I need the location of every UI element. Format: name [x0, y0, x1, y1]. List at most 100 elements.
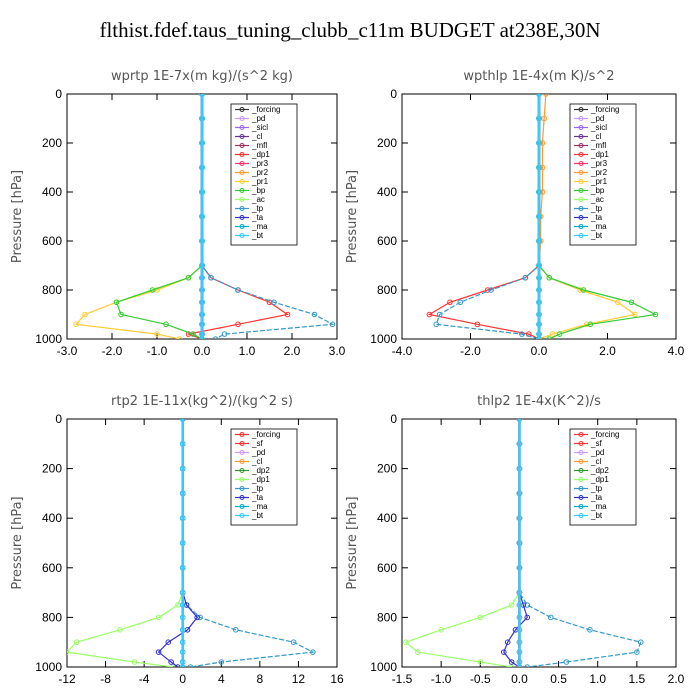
data-point-_tp [436, 311, 443, 318]
legend-label: _ma [251, 222, 268, 231]
data-point-_bt [179, 639, 186, 646]
data-point-_ta [512, 627, 519, 633]
data-point-_bt [199, 299, 205, 306]
data-point-_bt [536, 115, 542, 122]
y-axis-label: Pressure [hPa] [345, 170, 360, 263]
data-point-_dp1 [477, 659, 484, 665]
main-title: flthist.fdef.taus_tuning_clubb_c11m BUDG… [99, 18, 601, 42]
legend-label: _forcing [590, 105, 619, 114]
legend-marker [578, 188, 584, 193]
data-point-_bt [516, 540, 523, 546]
data-point-_ta [175, 664, 181, 667]
data-point-_tp [563, 659, 570, 665]
data-point-_bt [179, 614, 186, 621]
legend-label: _bp [590, 186, 605, 195]
legend-marker [578, 179, 584, 184]
legend-marker [239, 233, 245, 238]
data-point-_dp1 [284, 311, 291, 318]
data-point-_bt [199, 274, 205, 281]
x-tick-label: 16 [330, 672, 344, 686]
data-point-_pr1 [549, 331, 556, 337]
panel-1: wprtp 1E-7x(m kg)/(s^2 kg) Pressure [hPa]… [10, 69, 346, 358]
legend-marker [578, 504, 584, 509]
legend-marker [239, 107, 245, 112]
legend-marker [578, 134, 584, 139]
x-tick-label: 8 [257, 672, 264, 686]
data-point-_bp [546, 274, 553, 281]
legend-marker [239, 152, 245, 157]
data-point-_bt [199, 311, 205, 318]
legend-marker [239, 513, 245, 518]
data-point-_bt [536, 94, 542, 97]
data-point-_ta [155, 649, 162, 655]
legend-label: _pd [590, 114, 604, 123]
x-tick-label: 0.0 [511, 672, 528, 686]
data-point-_dp1 [131, 659, 138, 665]
legend-marker [239, 188, 245, 193]
data-point-_tp [290, 639, 297, 646]
data-point-_tp [522, 274, 529, 281]
legend-marker [239, 224, 245, 229]
data-point-_ta [520, 602, 527, 608]
legend-label: _ac [590, 195, 604, 204]
data-point-_bp [628, 299, 635, 306]
y-tick-label: 200 [42, 462, 62, 476]
y-tick-label: 600 [377, 234, 397, 248]
legend-label: _tp [590, 484, 603, 493]
data-point-_bt [179, 515, 186, 522]
data-point-_bt [516, 465, 523, 472]
legend-label: _pr1 [590, 177, 608, 186]
data-point-_bp [190, 331, 196, 337]
data-point-_tp [519, 331, 525, 337]
y-tick-label: 600 [377, 561, 397, 575]
data-point-_bt [179, 649, 186, 655]
data-point-_bt [536, 189, 542, 195]
y-tick-label: 800 [42, 283, 62, 297]
data-point-_dp1 [438, 627, 444, 633]
data-point-_bt [179, 419, 186, 422]
legend-label: _bt [590, 511, 603, 520]
y-tick-label: 200 [377, 462, 397, 476]
data-point-_ta [524, 614, 531, 621]
x-tick-label: -1.0 [147, 344, 168, 358]
x-tick-label: 2.0 [668, 672, 685, 686]
x-tick-label: -1.5 [392, 672, 413, 686]
y-tick-label: 0 [55, 412, 62, 426]
series-group [426, 94, 659, 339]
series-line-_ta [503, 419, 528, 667]
data-point-_bp [580, 287, 587, 293]
legend-label: _pr2 [251, 168, 269, 177]
data-point-_ta [194, 614, 200, 621]
data-point-_tp [232, 627, 239, 633]
data-point-_pr2 [541, 115, 547, 122]
series-group [403, 419, 644, 667]
series-line-_pr1 [74, 94, 203, 339]
data-point-_pr1 [632, 311, 638, 318]
legend-marker [239, 143, 245, 148]
legend-marker [239, 504, 245, 509]
data-point-_dp1 [117, 627, 123, 633]
panel-2: wpthlp 1E-4x(m K)/s^2 Pressure [hPa] -4.0 -… [345, 69, 685, 358]
legend-marker [239, 477, 245, 482]
legend-label: _ta [590, 493, 603, 502]
legend-label: _dp1 [590, 150, 609, 159]
data-point-_tp [457, 299, 464, 306]
data-point-_dp1 [477, 614, 484, 621]
data-point-_tp [208, 274, 214, 281]
data-point-_bt [516, 419, 523, 422]
data-point-_bt [199, 321, 205, 328]
legend-marker [239, 215, 245, 220]
series-line-_ta [157, 419, 198, 667]
data-point-_ta [168, 659, 174, 665]
data-point-_bt [179, 540, 186, 546]
data-point-_bt [536, 299, 542, 306]
data-point-_bt [516, 664, 523, 667]
legend-marker [578, 477, 584, 482]
y-tick-label: 1000 [370, 332, 397, 346]
legend-marker [239, 432, 245, 437]
legend-label: _cl [590, 132, 601, 141]
data-point-_bt [179, 627, 186, 633]
data-point-_ta [165, 639, 172, 646]
x-tick-label: 4 [218, 672, 225, 686]
legend-marker [578, 233, 584, 238]
